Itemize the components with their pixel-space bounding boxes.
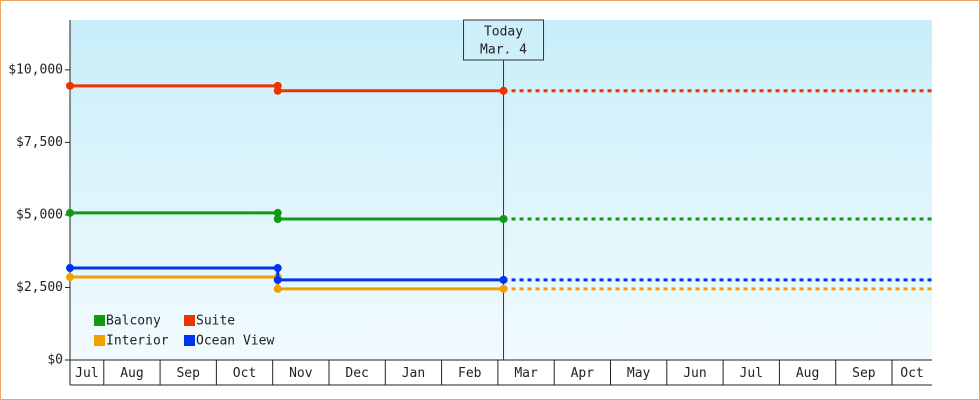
- point: [499, 86, 508, 95]
- y-tick-label: $0: [47, 353, 63, 368]
- point: [66, 81, 74, 90]
- point: [499, 275, 508, 284]
- series-line: [70, 266, 504, 282]
- point: [273, 215, 282, 224]
- x-tick-label: Sep: [852, 366, 876, 381]
- y-tick-label: $7,500: [16, 135, 63, 150]
- x-tick-label: Aug: [796, 366, 819, 381]
- y-tick-label: $10,000: [8, 62, 63, 77]
- x-tick-label: Jul: [740, 366, 763, 381]
- point: [66, 264, 74, 273]
- point: [499, 215, 508, 224]
- point: [66, 273, 74, 282]
- legend-label: Suite: [196, 314, 235, 329]
- x-tick-label: Mar: [514, 366, 538, 381]
- point: [273, 264, 282, 273]
- legend-swatch: [184, 315, 195, 326]
- point: [273, 86, 282, 95]
- x-tick-label: Jun: [683, 366, 706, 381]
- point: [499, 284, 508, 293]
- point: [273, 275, 282, 284]
- x-tick-label: Oct: [900, 366, 923, 381]
- y-tick-label: $2,500: [16, 280, 63, 295]
- today-box: [463, 19, 545, 61]
- x-tick-label: Apr: [571, 366, 595, 381]
- x-tick-label: Dec: [345, 366, 368, 381]
- legend-label: Ocean View: [196, 334, 274, 349]
- x-tick-label: Aug: [120, 366, 143, 381]
- x-tick-label: Jul: [75, 366, 98, 381]
- legend-swatch: [184, 335, 195, 346]
- x-tick-label: Nov: [289, 366, 313, 381]
- y-tick-label: $5,000: [16, 207, 63, 222]
- point: [66, 208, 74, 217]
- legend-label: Interior: [106, 334, 169, 349]
- x-tick-label: Sep: [176, 366, 200, 381]
- legend-label: Balcony: [106, 314, 161, 329]
- today-label: Today: [484, 25, 523, 40]
- point: [273, 208, 282, 217]
- today-label: Mar. 4: [480, 43, 527, 58]
- legend-swatch: [94, 315, 105, 326]
- x-tick-label: Jan: [402, 366, 425, 381]
- legend-swatch: [94, 335, 105, 346]
- x-tick-label: May: [627, 366, 651, 381]
- x-tick-label: Oct: [233, 366, 256, 381]
- x-tick-label: Feb: [458, 366, 482, 381]
- point: [273, 284, 282, 293]
- plot-area: [70, 20, 932, 360]
